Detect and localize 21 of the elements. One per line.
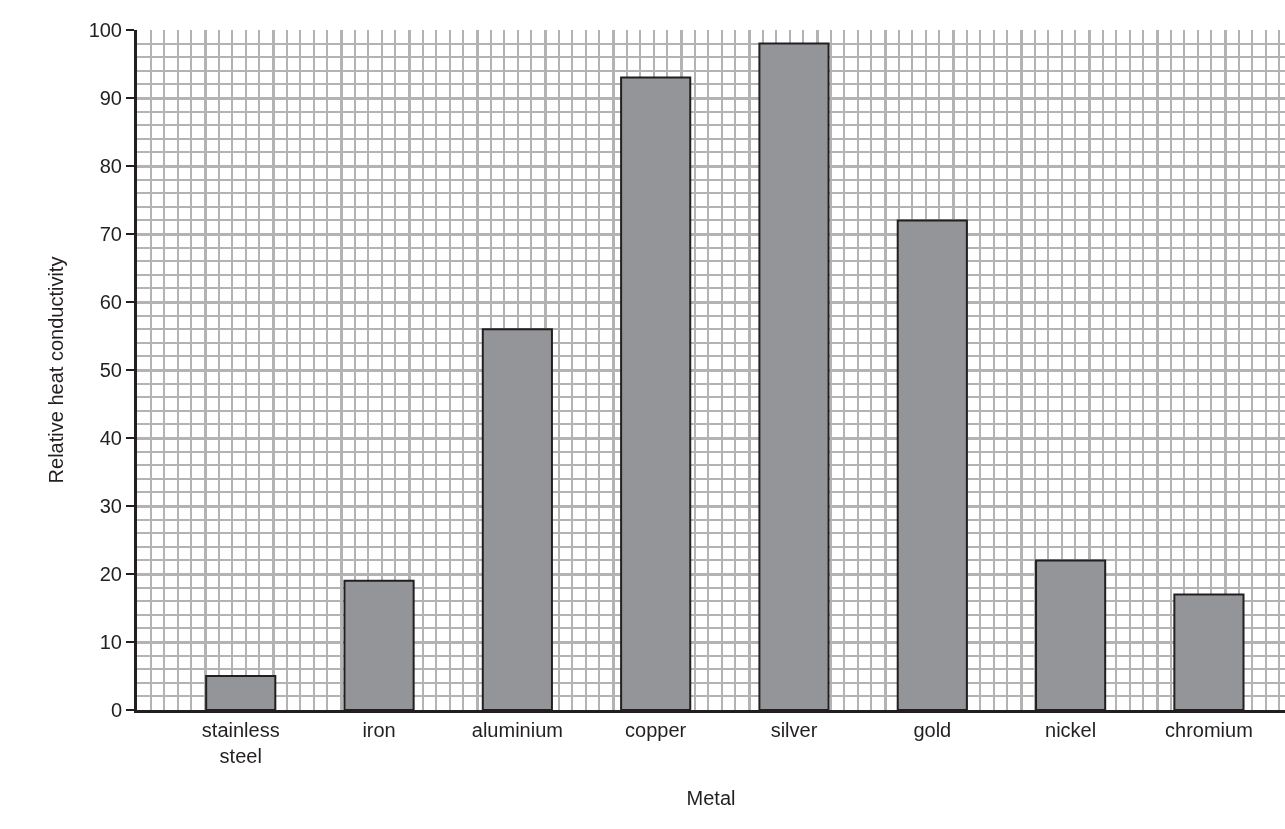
x-tick-label: copper xyxy=(625,719,687,741)
y-tick-label: 10 xyxy=(99,631,122,653)
x-tick-label: aluminium xyxy=(471,719,563,741)
x-tick-label: stainless steel xyxy=(201,719,280,767)
x-axis-title: Metal xyxy=(686,786,736,809)
y-axis-title: Relative heat conductivity xyxy=(45,256,68,484)
x-tick-label: iron xyxy=(362,719,396,741)
y-tick-label: 90 xyxy=(99,87,122,109)
x-tick-label: gold xyxy=(913,719,952,741)
y-tick-label: 80 xyxy=(99,155,122,177)
y-tick-label: 50 xyxy=(99,359,122,381)
y-tick-label: 30 xyxy=(99,495,122,517)
y-tick-label: 60 xyxy=(99,291,122,313)
y-tick-label: 40 xyxy=(99,427,122,449)
y-tick-label: 20 xyxy=(99,563,122,585)
y-tick-label: 0 xyxy=(110,699,122,721)
x-tick-label: nickel xyxy=(1045,719,1097,741)
x-tick-label: silver xyxy=(770,719,818,741)
y-tick-label: 100 xyxy=(88,19,122,41)
y-tick-label: 70 xyxy=(99,223,122,245)
x-tick-label: chromium xyxy=(1165,719,1253,741)
